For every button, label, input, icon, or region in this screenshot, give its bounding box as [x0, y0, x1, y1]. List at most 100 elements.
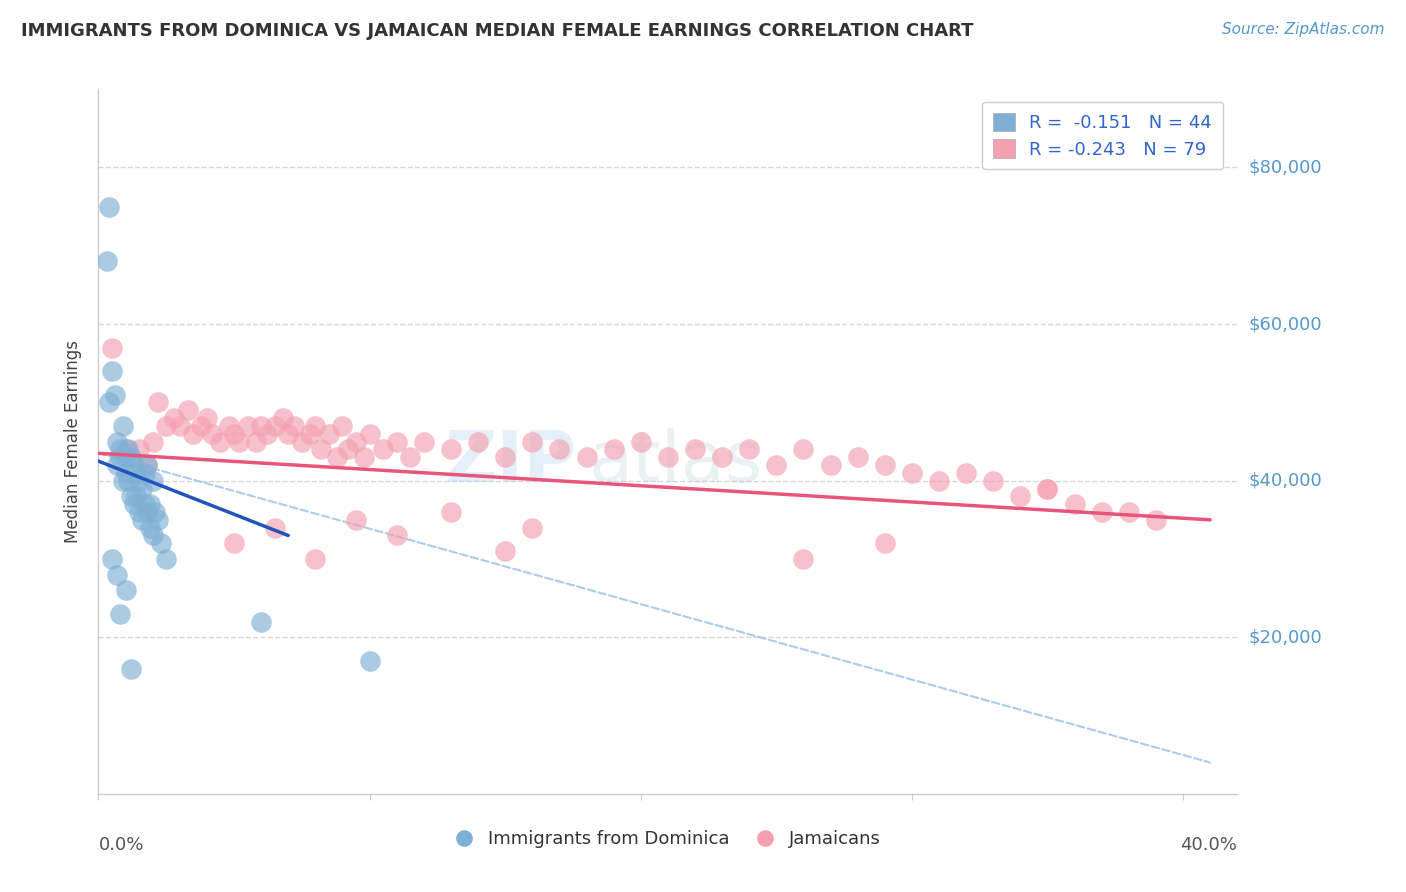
- Point: [114, 466, 136, 480]
- Point: [385, 434, 408, 449]
- Legend: Immigrants from Dominica, Jamaicans: Immigrants from Dominica, Jamaicans: [449, 823, 887, 855]
- Point: [548, 442, 571, 457]
- Point: [846, 450, 869, 465]
- Y-axis label: Median Female Earnings: Median Female Earnings: [65, 340, 83, 543]
- Point: [683, 442, 706, 457]
- Text: ZIP: ZIP: [444, 428, 576, 497]
- Point: [440, 505, 463, 519]
- Point: [981, 474, 1004, 488]
- Point: [467, 434, 489, 449]
- Point: [792, 552, 814, 566]
- Point: [353, 450, 375, 465]
- Point: [385, 528, 408, 542]
- Point: [169, 418, 191, 433]
- Point: [228, 434, 250, 449]
- Point: [114, 450, 136, 465]
- Point: [131, 513, 153, 527]
- Point: [101, 341, 124, 355]
- Point: [107, 567, 129, 582]
- Point: [125, 489, 148, 503]
- Text: $80,000: $80,000: [1249, 159, 1322, 177]
- Point: [820, 458, 842, 472]
- Point: [440, 442, 463, 457]
- Text: $60,000: $60,000: [1249, 315, 1322, 333]
- Point: [250, 615, 273, 629]
- Point: [108, 450, 131, 465]
- Point: [575, 450, 598, 465]
- Point: [1036, 482, 1059, 496]
- Point: [134, 497, 156, 511]
- Point: [177, 403, 200, 417]
- Point: [155, 552, 177, 566]
- Point: [142, 474, 165, 488]
- Point: [359, 654, 381, 668]
- Point: [332, 418, 354, 433]
- Point: [139, 497, 162, 511]
- Point: [271, 411, 294, 425]
- Point: [146, 395, 169, 409]
- Point: [128, 474, 150, 488]
- Point: [183, 426, 205, 441]
- Point: [236, 418, 259, 433]
- Point: [1010, 489, 1032, 503]
- Point: [711, 450, 734, 465]
- Point: [1036, 482, 1059, 496]
- Point: [522, 521, 544, 535]
- Point: [336, 442, 359, 457]
- Point: [120, 489, 142, 503]
- Point: [359, 426, 381, 441]
- Point: [190, 418, 212, 433]
- Point: [873, 536, 896, 550]
- Text: IMMIGRANTS FROM DOMINICA VS JAMAICAN MEDIAN FEMALE EARNINGS CORRELATION CHART: IMMIGRANTS FROM DOMINICA VS JAMAICAN MED…: [21, 22, 973, 40]
- Point: [304, 418, 326, 433]
- Point: [155, 418, 177, 433]
- Point: [1063, 497, 1085, 511]
- Point: [765, 458, 787, 472]
- Point: [195, 411, 218, 425]
- Point: [104, 387, 127, 401]
- Point: [111, 418, 134, 433]
- Point: [304, 552, 326, 566]
- Text: $40,000: $40,000: [1249, 472, 1322, 490]
- Point: [108, 442, 131, 457]
- Point: [128, 505, 150, 519]
- Text: atlas: atlas: [588, 428, 762, 497]
- Point: [114, 583, 136, 598]
- Point: [122, 497, 145, 511]
- Point: [298, 426, 321, 441]
- Point: [146, 513, 169, 527]
- Point: [901, 466, 924, 480]
- Point: [399, 450, 422, 465]
- Point: [149, 536, 172, 550]
- Point: [344, 434, 367, 449]
- Point: [136, 505, 159, 519]
- Point: [1118, 505, 1140, 519]
- Point: [96, 254, 118, 268]
- Point: [131, 482, 153, 496]
- Point: [792, 442, 814, 457]
- Point: [136, 458, 159, 472]
- Point: [738, 442, 761, 457]
- Point: [222, 536, 245, 550]
- Point: [107, 434, 129, 449]
- Point: [108, 607, 131, 621]
- Point: [494, 450, 516, 465]
- Point: [494, 544, 516, 558]
- Point: [117, 474, 139, 488]
- Point: [98, 395, 121, 409]
- Point: [120, 450, 142, 465]
- Point: [142, 528, 165, 542]
- Point: [371, 442, 394, 457]
- Point: [218, 418, 240, 433]
- Point: [122, 458, 145, 472]
- Point: [283, 418, 305, 433]
- Point: [136, 458, 159, 472]
- Point: [256, 426, 278, 441]
- Point: [873, 458, 896, 472]
- Point: [209, 434, 232, 449]
- Point: [128, 442, 150, 457]
- Point: [101, 552, 124, 566]
- Point: [412, 434, 434, 449]
- Text: 40.0%: 40.0%: [1181, 836, 1237, 855]
- Point: [201, 426, 224, 441]
